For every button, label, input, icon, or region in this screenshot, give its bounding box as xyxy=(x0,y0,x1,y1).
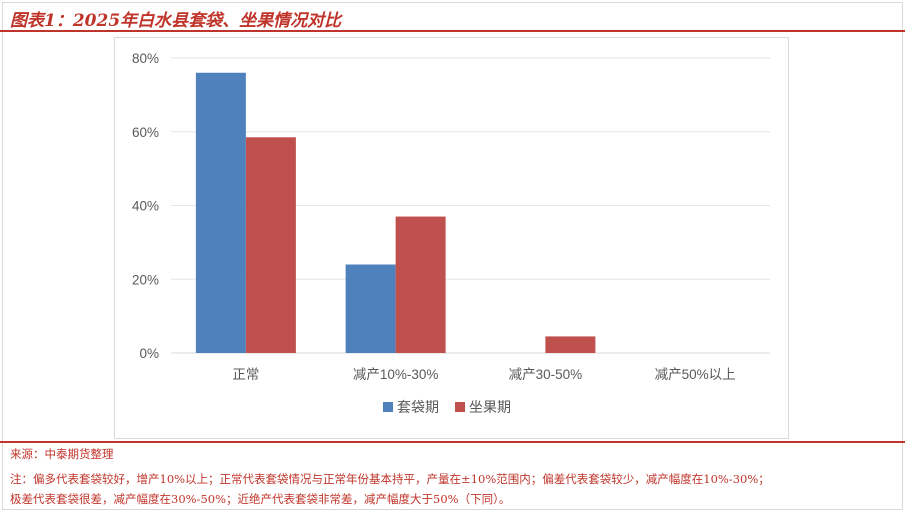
legend-label: 坐果期 xyxy=(469,400,511,416)
x-tick-label: 减产50%以上 xyxy=(655,367,736,382)
legend-swatch xyxy=(383,402,393,412)
legend-label: 套袋期 xyxy=(397,400,439,416)
bar xyxy=(545,336,596,353)
x-tick-label: 减产10%-30% xyxy=(353,367,439,382)
legend-swatch xyxy=(455,402,465,412)
source-text: 来源：中泰期货整理 xyxy=(10,447,114,461)
note-text: 注：偏多代表套袋较好，增产10%以上；正常代表套袋情况与正常年份基本持平，产量在… xyxy=(10,469,900,509)
y-tick-label: 0% xyxy=(139,346,159,361)
note-line-1: 注：偏多代表套袋较好，增产10%以上；正常代表套袋情况与正常年份基本持平，产量在… xyxy=(10,472,770,486)
y-tick-label: 20% xyxy=(132,272,159,287)
chart-title: 图表1：2025年白水县套袋、坐果情况对比 xyxy=(10,11,342,31)
y-tick-label: 80% xyxy=(132,51,159,66)
footer-divider xyxy=(0,441,905,443)
x-tick-label: 正常 xyxy=(232,367,259,382)
title-bar: 图表1：2025年白水县套袋、坐果情况对比 xyxy=(0,2,905,32)
y-tick-label: 60% xyxy=(132,125,159,140)
x-tick-label: 减产30-50% xyxy=(509,367,583,382)
bar xyxy=(395,216,446,353)
y-tick-label: 40% xyxy=(132,199,159,214)
bar xyxy=(195,72,246,353)
bar-chart: 0% 20% 40% 60% 80% 正常 减产10%-30% 减产30-50% 减产50%以上… xyxy=(132,51,770,416)
bar xyxy=(245,137,296,353)
bar xyxy=(345,264,396,353)
chart-area: 0% 20% 40% 60% 80% 正常 减产10%-30% 减产30-50% 减产50%以上… xyxy=(114,37,789,439)
note-line-2: 极差代表套袋很差，减产幅度在30%-50%；近绝产代表套袋非常差，减产幅度大于5… xyxy=(10,492,511,506)
